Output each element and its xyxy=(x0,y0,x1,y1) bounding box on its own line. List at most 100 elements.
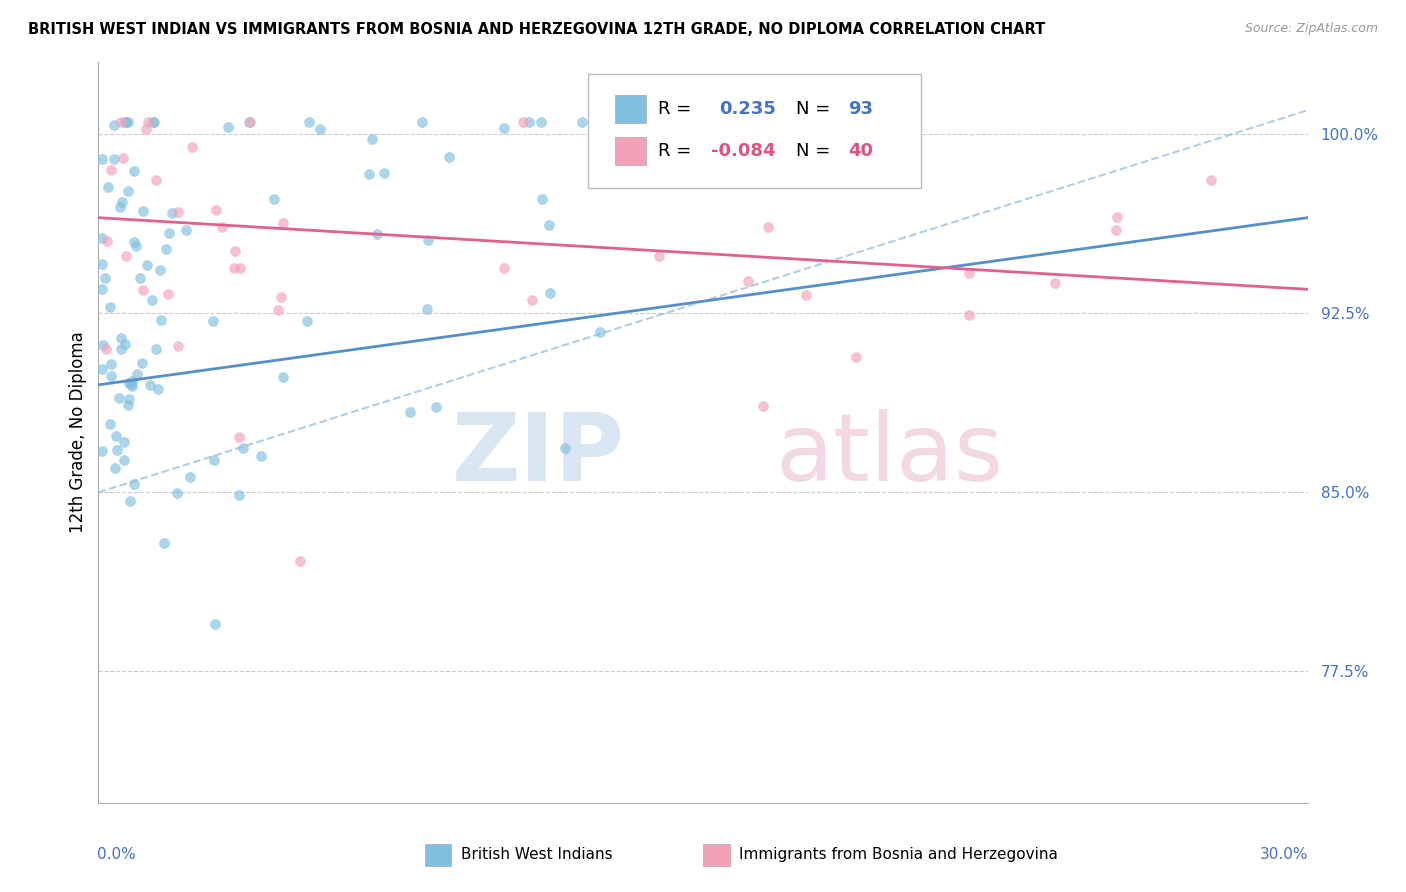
Point xyxy=(290,554,312,568)
Point xyxy=(224,261,246,276)
Text: R =: R = xyxy=(658,143,692,161)
Point xyxy=(98,300,121,314)
Point xyxy=(100,357,122,371)
Point xyxy=(117,184,139,198)
Point xyxy=(1105,222,1128,236)
Point xyxy=(115,115,138,129)
Text: N =: N = xyxy=(796,100,831,118)
Point xyxy=(152,536,174,550)
Point xyxy=(91,337,114,351)
Point xyxy=(145,173,167,187)
Point xyxy=(228,488,250,502)
Point xyxy=(167,205,190,219)
Point xyxy=(166,485,188,500)
Point xyxy=(270,290,292,304)
Point xyxy=(128,270,150,285)
Point xyxy=(131,284,153,298)
Point xyxy=(97,179,120,194)
Point xyxy=(110,194,132,209)
Point xyxy=(752,399,775,413)
Point xyxy=(512,115,534,129)
Point xyxy=(437,151,460,165)
Point xyxy=(149,312,172,326)
Point xyxy=(136,258,159,272)
Point xyxy=(145,343,167,357)
Point xyxy=(232,441,254,455)
Text: 0.0%: 0.0% xyxy=(97,847,136,863)
FancyBboxPatch shape xyxy=(614,137,647,165)
Point xyxy=(120,377,142,392)
Point xyxy=(1201,173,1223,187)
Text: N =: N = xyxy=(796,143,831,161)
Point xyxy=(357,167,380,181)
Point xyxy=(554,442,576,456)
Point xyxy=(238,115,260,129)
Point xyxy=(112,453,135,467)
Point xyxy=(180,140,202,154)
Point xyxy=(530,115,553,129)
Point xyxy=(737,274,759,288)
Point xyxy=(201,313,224,327)
Point xyxy=(271,215,294,229)
Point xyxy=(571,115,593,129)
Text: ZIP: ZIP xyxy=(451,409,624,500)
Point xyxy=(167,339,190,353)
Point xyxy=(118,376,141,390)
Point xyxy=(155,242,177,256)
Point xyxy=(108,392,131,406)
Point xyxy=(267,302,290,317)
Point xyxy=(845,350,868,364)
Point xyxy=(135,122,157,136)
Point xyxy=(149,263,172,277)
Point xyxy=(494,121,516,136)
Text: Source: ZipAtlas.com: Source: ZipAtlas.com xyxy=(1244,22,1378,36)
Point xyxy=(118,392,141,406)
Point xyxy=(112,435,135,450)
Point xyxy=(360,132,382,146)
Point xyxy=(110,115,132,129)
Point xyxy=(1043,276,1066,290)
Point xyxy=(530,193,553,207)
Point xyxy=(522,293,544,308)
Point xyxy=(373,166,395,180)
Point xyxy=(117,115,139,129)
Text: 40: 40 xyxy=(848,143,873,161)
Point xyxy=(538,285,561,300)
Point xyxy=(91,282,114,296)
Point xyxy=(111,151,134,165)
Point xyxy=(157,287,180,301)
FancyBboxPatch shape xyxy=(614,95,647,123)
Point xyxy=(110,331,132,345)
FancyBboxPatch shape xyxy=(703,844,730,866)
Point xyxy=(114,337,136,351)
Point xyxy=(217,120,239,134)
Y-axis label: 12th Grade, No Diploma: 12th Grade, No Diploma xyxy=(69,332,87,533)
Point xyxy=(122,164,145,178)
Point xyxy=(91,257,114,271)
Point xyxy=(249,449,271,463)
Point xyxy=(141,293,163,308)
Point xyxy=(105,428,128,442)
Point xyxy=(96,234,118,248)
Point xyxy=(957,308,980,322)
Point xyxy=(125,367,148,381)
Point xyxy=(205,202,228,217)
Point xyxy=(589,325,612,339)
Point xyxy=(138,115,160,129)
Point xyxy=(96,342,118,356)
Point xyxy=(204,453,226,467)
Point xyxy=(103,153,125,167)
Point xyxy=(229,260,252,275)
Point xyxy=(118,494,141,508)
Point xyxy=(756,220,779,235)
Point xyxy=(143,115,166,129)
Point xyxy=(537,218,560,232)
Text: 93: 93 xyxy=(848,100,873,118)
Point xyxy=(104,461,127,475)
Point xyxy=(211,220,233,235)
Point xyxy=(124,477,146,491)
Point xyxy=(100,163,122,178)
Point xyxy=(105,443,128,458)
Point xyxy=(91,231,114,245)
Point xyxy=(148,382,170,396)
